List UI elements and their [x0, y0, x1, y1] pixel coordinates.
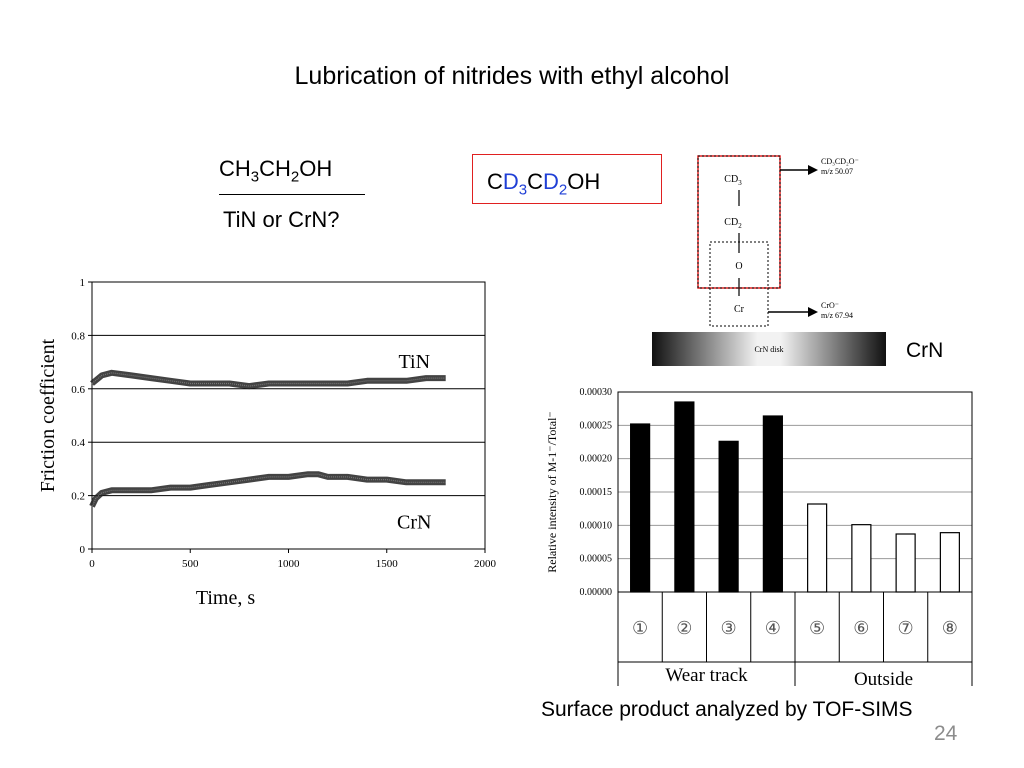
plot-frame: [91, 281, 486, 550]
ion-bottom-mz: m/z 67.94: [821, 311, 853, 320]
disk-label: CrN disk: [754, 345, 783, 354]
crn-disk: [652, 332, 886, 366]
y-tick-label: 0.8: [71, 330, 85, 342]
crn-disk-side-label: CrN: [906, 339, 944, 362]
category-label: ⑥: [853, 618, 869, 638]
bar: [762, 415, 783, 593]
series-noise-crn: [91, 473, 446, 507]
atom-cd3: CD3: [724, 174, 742, 187]
friction-chart: 0 0.2 0.4 0.6 0.8 1 0 500 1000 1500 2000 TiN CrN Fric…: [37, 277, 497, 609]
y-tick-label: 0: [80, 544, 86, 556]
y-tick-label: 1: [80, 277, 86, 289]
arrow-right-icon: [808, 307, 818, 317]
category-label: ④: [765, 618, 781, 638]
x-tick-label: 2000: [474, 558, 497, 570]
y-axis-label: Relative intensity of M-1⁻/Total⁻: [545, 411, 559, 572]
group-label: Wear track: [665, 665, 748, 686]
group-label: Outside: [854, 669, 913, 688]
bar: [939, 532, 960, 593]
x-tick-label: 1500: [376, 558, 399, 570]
dotted-fragment-box: [697, 155, 781, 289]
bar: [674, 401, 695, 593]
page-number: 24: [934, 722, 958, 745]
x-tick-label: 500: [182, 558, 199, 570]
x-axis-label: Time, s: [196, 587, 256, 609]
category-label: ⑤: [809, 618, 825, 638]
series-label-tin: TiN: [399, 351, 431, 373]
ion-top-name: CD₃CD₂O⁻: [821, 157, 859, 166]
y-tick-label: 0.00015: [580, 487, 613, 498]
nitride-question: TiN or CrN?: [223, 207, 340, 232]
y-tick-label: 0.00000: [580, 587, 613, 598]
fraction-line: [219, 194, 365, 195]
molecule-diagram: CD3 CD2 O Cr CD₃CD₂O⁻ m/z 50.07 CrO⁻ m/z…: [652, 155, 886, 366]
atom-cr: Cr: [734, 304, 745, 315]
x-tick-label: 0: [89, 558, 95, 570]
y-tick-label: 0.00025: [580, 420, 613, 431]
bar: [630, 423, 651, 593]
y-tick-label: 0.4: [71, 437, 85, 449]
category-label: ⑦: [898, 618, 914, 638]
series-label-crn: CrN: [397, 511, 431, 533]
tofsims-bar-chart: 0.00000 0.00005 0.00010 0.00015 0.00020 0.000…: [545, 387, 973, 688]
bar: [718, 440, 739, 593]
y-tick-label: 0.00030: [580, 387, 613, 398]
atom-o: O: [735, 261, 742, 272]
category-label: ①: [632, 618, 648, 638]
bar: [895, 533, 916, 593]
category-label: ⑧: [942, 618, 958, 638]
arrow-right-icon: [808, 165, 818, 175]
slide-title: Lubrication of nitrides with ethyl alcoh…: [294, 62, 730, 90]
y-axis-label: Friction coefficient: [37, 338, 59, 492]
deuterated-formula: CD3CD2OH: [487, 169, 601, 199]
y-tick-label: 0.00020: [580, 454, 613, 465]
x-tick-label: 1000: [278, 558, 301, 570]
y-tick-label: 0.6: [71, 384, 85, 396]
series-line-tin: [90, 369, 446, 390]
atom-cd2: CD2: [724, 217, 742, 230]
ethanol-formula: CH3CH2OH: [219, 156, 333, 186]
bar: [851, 524, 872, 593]
bar: [807, 503, 828, 593]
figure-caption: Surface product analyzed by TOF-SIMS: [541, 698, 913, 721]
category-label: ②: [676, 618, 692, 638]
ion-top-mz: m/z 50.07: [821, 167, 853, 176]
label-backdrop: [394, 340, 465, 373]
category-label: ③: [721, 618, 737, 638]
y-tick-label: 0.00010: [580, 520, 613, 531]
y-tick-label: 0.00005: [580, 554, 613, 565]
y-tick-label: 0.2: [71, 491, 85, 503]
ion-bottom-name: CrO⁻: [821, 301, 839, 310]
series-noise-tin: [91, 372, 446, 387]
deuterated-formula-box: [472, 154, 662, 204]
